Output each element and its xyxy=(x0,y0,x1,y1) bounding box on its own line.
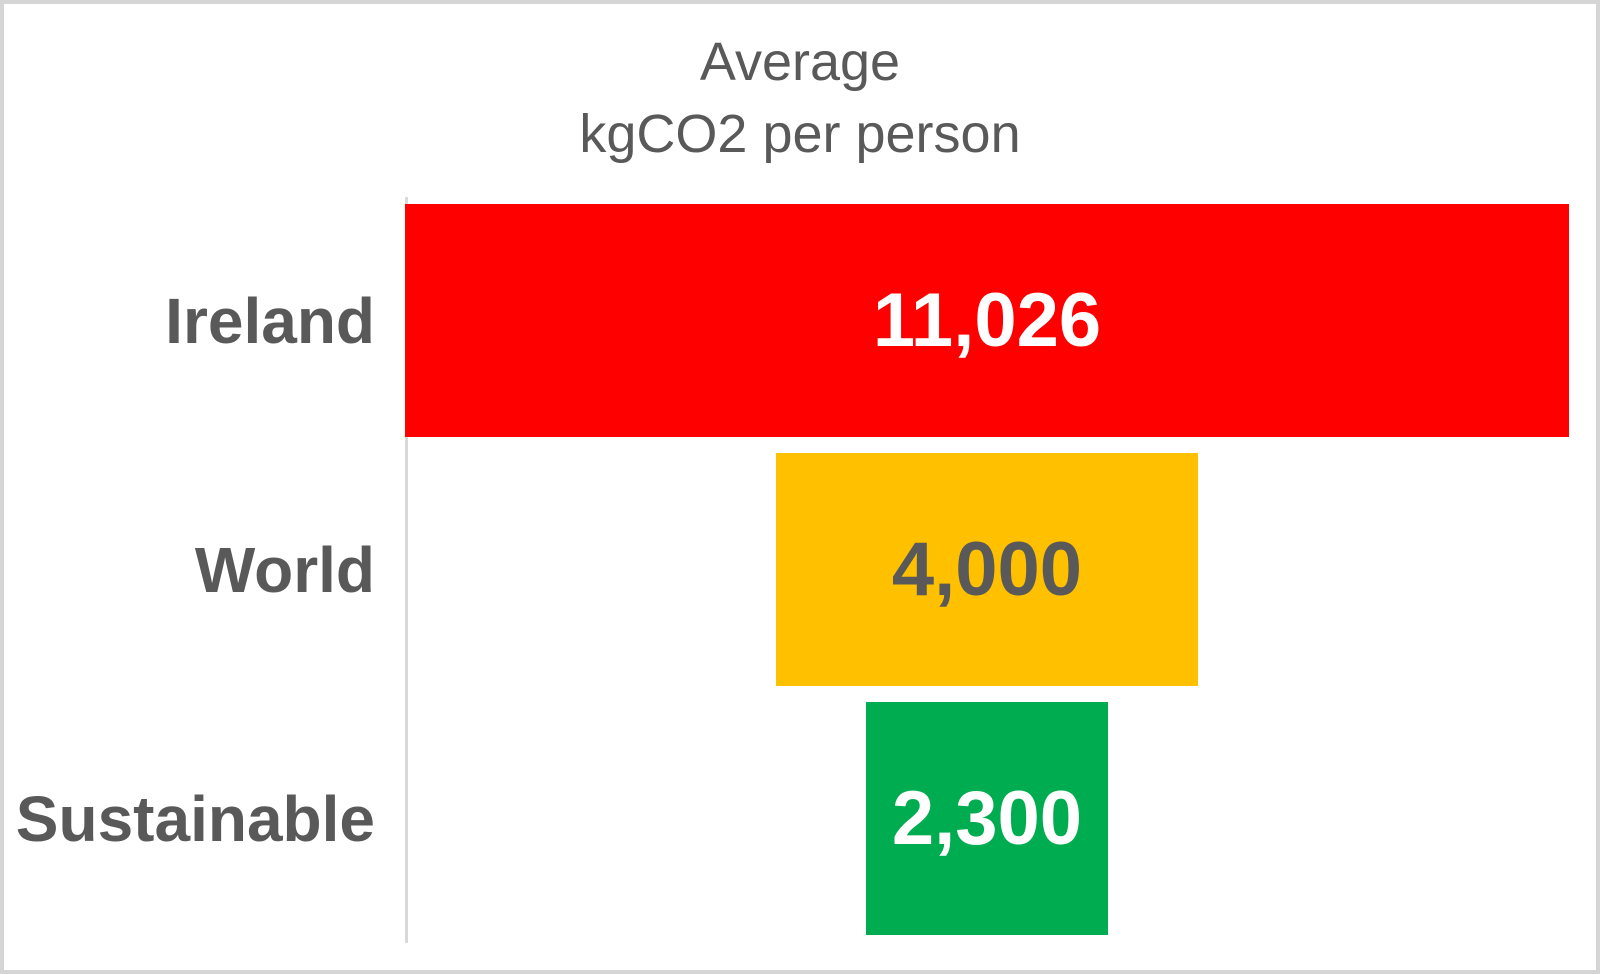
bar-value-label-world: 4,000 xyxy=(891,527,1083,612)
category-label-sustainable: Sustainable xyxy=(15,782,375,855)
chart-row-world: World 4,000 xyxy=(4,453,1596,686)
category-label-world: World xyxy=(194,533,375,606)
bar-world: 4,000 xyxy=(775,453,1199,686)
plot-area: Ireland 11,026 World 4,000 Sustainable 2… xyxy=(4,204,1596,935)
chart-title-line-1: Average xyxy=(699,32,901,92)
bar-area-ireland: 11,026 xyxy=(405,204,1569,437)
category-axis-line xyxy=(405,197,408,943)
category-label-ireland: Ireland xyxy=(165,284,375,357)
bar-value-label-ireland: 11,026 xyxy=(872,278,1102,363)
chart-title: Average kgCO2 per person xyxy=(4,26,1596,170)
chart-row-ireland: Ireland 11,026 xyxy=(4,204,1596,437)
chart-title-line-2: kgCO2 per person xyxy=(579,104,1021,164)
bar-area-sustainable: 2,300 xyxy=(405,702,1569,935)
bar-ireland: 11,026 xyxy=(405,204,1569,437)
bar-sustainable: 2,300 xyxy=(865,702,1109,935)
chart-row-sustainable: Sustainable 2,300 xyxy=(4,702,1596,935)
bar-area-world: 4,000 xyxy=(405,453,1569,686)
bar-value-label-sustainable: 2,300 xyxy=(891,776,1083,861)
